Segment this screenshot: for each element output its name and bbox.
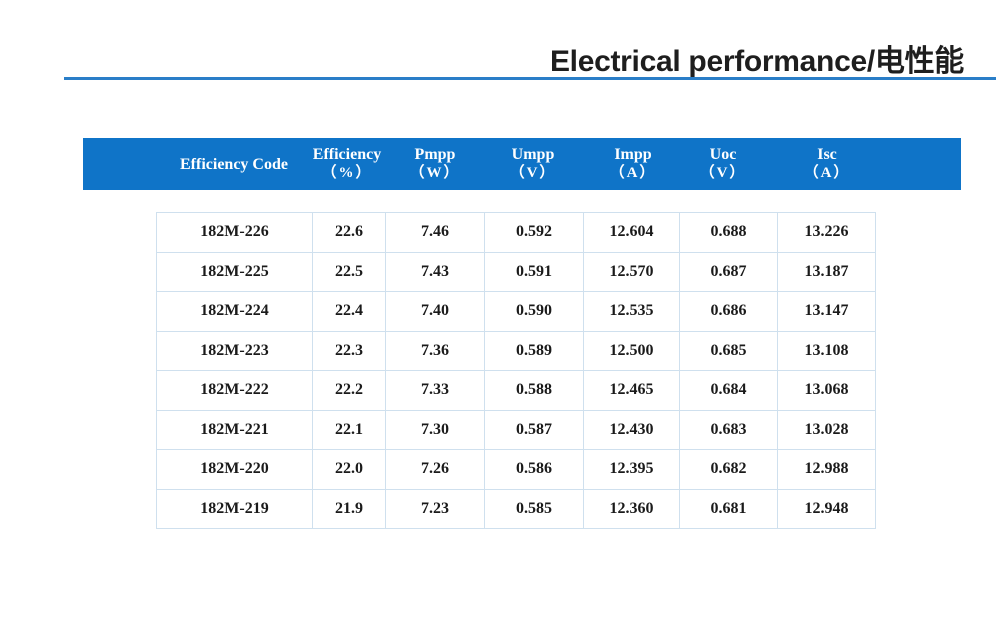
cell-efficiency: 22.2	[312, 370, 386, 411]
header-uoc: Uoc （V）	[675, 138, 771, 190]
cell-pmpp: 7.30	[385, 409, 485, 450]
cell-efficiency: 21.9	[312, 488, 386, 529]
header-unit: （A）	[803, 165, 851, 181]
cell-pmpp: 7.43	[385, 251, 485, 292]
cell-uoc: 0.686	[679, 291, 778, 332]
header-impp: Impp （A）	[583, 138, 683, 190]
cell-pmpp: 7.36	[385, 330, 485, 371]
header-efficiency-code: Efficiency Code	[163, 138, 305, 190]
cell-uoc: 0.684	[679, 370, 778, 411]
table-row: 182M-220 22.0 7.26 0.586 12.395 0.682 12.988	[156, 449, 876, 490]
cell-efficiency-code: 182M-223	[156, 330, 313, 371]
cell-isc: 13.108	[777, 330, 876, 371]
cell-impp: 12.430	[583, 409, 680, 450]
cell-efficiency: 22.4	[312, 291, 386, 332]
cell-uoc: 0.682	[679, 449, 778, 490]
page-title: Electrical performance/电性能	[549, 45, 964, 78]
cell-isc: 13.028	[777, 409, 876, 450]
cell-isc: 13.068	[777, 370, 876, 411]
cell-isc: 13.187	[777, 251, 876, 292]
header-label: Isc	[817, 146, 837, 163]
cell-efficiency-code: 182M-221	[156, 409, 313, 450]
cell-efficiency: 22.6	[312, 212, 386, 253]
cell-efficiency: 22.1	[312, 409, 386, 450]
header-umpp: Umpp （V）	[483, 138, 583, 190]
cell-pmpp: 7.26	[385, 449, 485, 490]
cell-pmpp: 7.23	[385, 488, 485, 529]
table-row: 182M-226 22.6 7.46 0.592 12.604 0.688 13.226	[156, 212, 876, 253]
header-unit: （V）	[699, 165, 747, 181]
header-efficiency: Efficiency （%）	[305, 138, 389, 190]
header-isc: Isc （A）	[775, 138, 879, 190]
cell-umpp: 0.590	[484, 291, 584, 332]
cell-impp: 12.604	[583, 212, 680, 253]
cell-uoc: 0.688	[679, 212, 778, 253]
table-header: Efficiency Code Efficiency （%） Pmpp （W） …	[83, 138, 961, 190]
header-label: Pmpp	[414, 146, 456, 163]
header-unit: （V）	[509, 165, 557, 181]
table-row: 182M-223 22.3 7.36 0.589 12.500 0.685 13.108	[156, 330, 876, 371]
cell-efficiency: 22.0	[312, 449, 386, 490]
cell-impp: 12.535	[583, 291, 680, 332]
cell-impp: 12.570	[583, 251, 680, 292]
cell-efficiency-code: 182M-220	[156, 449, 313, 490]
header-label: Efficiency	[312, 146, 382, 163]
table-row: 182M-222 22.2 7.33 0.588 12.465 0.684 13.068	[156, 370, 876, 411]
cell-isc: 12.948	[777, 488, 876, 529]
cell-umpp: 0.587	[484, 409, 584, 450]
cell-isc: 13.226	[777, 212, 876, 253]
performance-table: 182M-226 22.6 7.46 0.592 12.604 0.688 13.226 18…	[156, 212, 876, 529]
table-row: 182M-224 22.4 7.40 0.590 12.535 0.686 13.147	[156, 291, 876, 332]
cell-isc: 12.988	[777, 449, 876, 490]
cell-impp: 12.465	[583, 370, 680, 411]
cell-pmpp: 7.46	[385, 212, 485, 253]
cell-efficiency-code: 182M-222	[156, 370, 313, 411]
header-unit: （W）	[409, 165, 461, 181]
cell-umpp: 0.591	[484, 251, 584, 292]
title-underline	[64, 77, 996, 80]
header-label: Umpp	[511, 146, 555, 163]
cell-pmpp: 7.40	[385, 291, 485, 332]
header-unit: （%）	[321, 165, 373, 181]
header-label: Impp	[614, 146, 652, 163]
cell-umpp: 0.588	[484, 370, 584, 411]
cell-efficiency: 22.3	[312, 330, 386, 371]
cell-efficiency-code: 182M-224	[156, 291, 313, 332]
cell-efficiency-code: 182M-219	[156, 488, 313, 529]
table-row: 182M-219 21.9 7.23 0.585 12.360 0.681 12.948	[156, 488, 876, 529]
cell-umpp: 0.589	[484, 330, 584, 371]
cell-uoc: 0.681	[679, 488, 778, 529]
cell-impp: 12.360	[583, 488, 680, 529]
cell-isc: 13.147	[777, 291, 876, 332]
table-row: 182M-225 22.5 7.43 0.591 12.570 0.687 13.187	[156, 251, 876, 292]
cell-pmpp: 7.33	[385, 370, 485, 411]
cell-uoc: 0.685	[679, 330, 778, 371]
cell-umpp: 0.592	[484, 212, 584, 253]
header-label: Efficiency Code	[180, 155, 288, 173]
header-unit: （A）	[609, 165, 657, 181]
cell-efficiency-code: 182M-225	[156, 251, 313, 292]
cell-uoc: 0.683	[679, 409, 778, 450]
cell-umpp: 0.586	[484, 449, 584, 490]
cell-umpp: 0.585	[484, 488, 584, 529]
table-row: 182M-221 22.1 7.30 0.587 12.430 0.683 13.028	[156, 409, 876, 450]
cell-impp: 12.500	[583, 330, 680, 371]
cell-efficiency: 22.5	[312, 251, 386, 292]
header-pmpp: Pmpp （W）	[389, 138, 481, 190]
header-label: Uoc	[709, 146, 737, 163]
cell-efficiency-code: 182M-226	[156, 212, 313, 253]
cell-uoc: 0.687	[679, 251, 778, 292]
cell-impp: 12.395	[583, 449, 680, 490]
